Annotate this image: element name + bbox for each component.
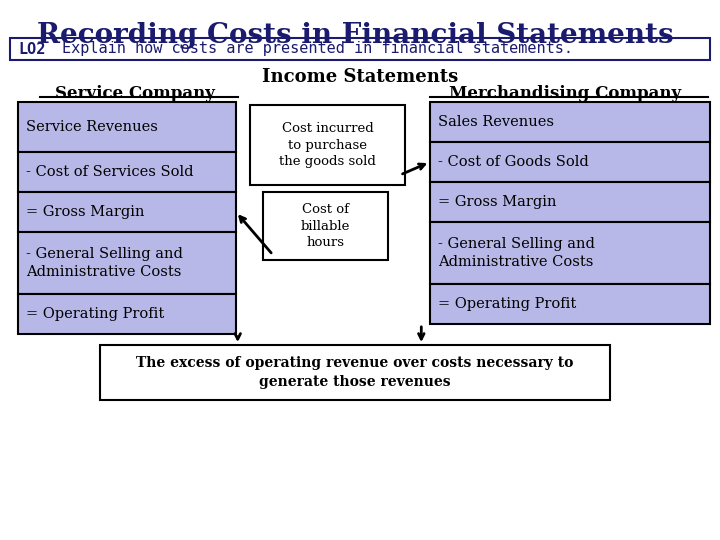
Text: Cost incurred
to purchase
the goods sold: Cost incurred to purchase the goods sold [279,122,376,168]
FancyBboxPatch shape [18,152,236,192]
FancyBboxPatch shape [18,102,236,152]
Text: Recording Costs in Financial Statements: Recording Costs in Financial Statements [37,22,673,49]
FancyBboxPatch shape [18,232,236,294]
FancyBboxPatch shape [250,105,405,185]
Text: LO2: LO2 [18,42,45,57]
Text: Service Company: Service Company [55,85,215,102]
Text: Service Revenues: Service Revenues [26,120,158,134]
Text: Explain how costs are presented in financial statements.: Explain how costs are presented in finan… [62,42,573,57]
Text: Merchandising Company: Merchandising Company [449,85,681,102]
Text: = Operating Profit: = Operating Profit [438,297,576,311]
FancyBboxPatch shape [430,142,710,182]
Text: Sales Revenues: Sales Revenues [438,115,554,129]
FancyBboxPatch shape [100,345,610,400]
FancyBboxPatch shape [430,284,710,324]
Text: Cost of
billable
hours: Cost of billable hours [301,203,350,249]
FancyBboxPatch shape [430,182,710,222]
Text: The excess of operating revenue over costs necessary to
generate those revenues: The excess of operating revenue over cos… [136,356,574,389]
FancyBboxPatch shape [263,192,388,260]
Text: Income Statements: Income Statements [262,68,458,86]
Text: = Operating Profit: = Operating Profit [26,307,164,321]
FancyBboxPatch shape [430,102,710,142]
Text: = Gross Margin: = Gross Margin [26,205,145,219]
Text: = Gross Margin: = Gross Margin [438,195,557,209]
Text: - Cost of Goods Sold: - Cost of Goods Sold [438,155,589,169]
FancyBboxPatch shape [10,38,710,60]
FancyBboxPatch shape [430,222,710,284]
Text: - Cost of Services Sold: - Cost of Services Sold [26,165,194,179]
FancyBboxPatch shape [18,294,236,334]
Text: - General Selling and
Administrative Costs: - General Selling and Administrative Cos… [438,238,595,268]
FancyBboxPatch shape [18,192,236,232]
Text: - General Selling and
Administrative Costs: - General Selling and Administrative Cos… [26,247,183,279]
